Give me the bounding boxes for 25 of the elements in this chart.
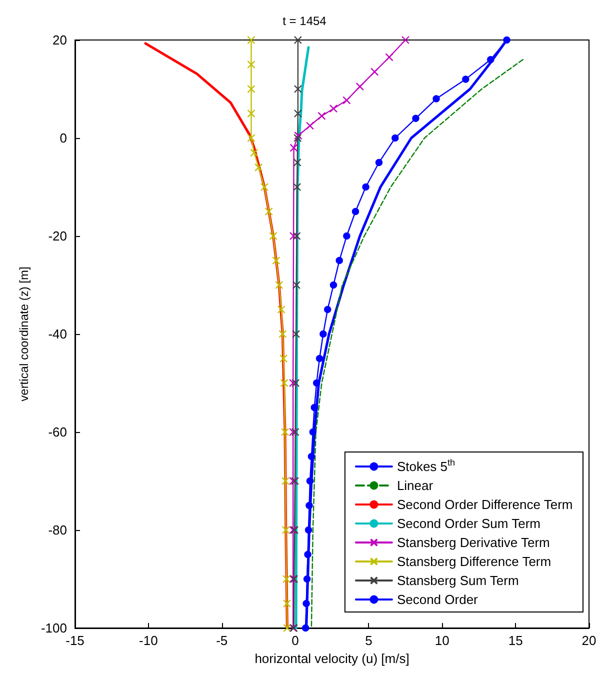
y-tick-label: -40	[48, 326, 67, 342]
y-axis-title: vertical coordinate (z) [m]	[17, 266, 32, 402]
x-tick-label: -10	[139, 633, 158, 648]
legend-label: Stansberg Difference Term	[396, 554, 552, 569]
legend-label: Second Order Difference Term	[396, 497, 573, 512]
x-axis-title: horizontal velocity (u) [m/s]	[254, 651, 410, 666]
y-tick-label: 0	[60, 130, 67, 146]
chart-title: t = 1454	[282, 14, 327, 28]
legend-label: Second Order Sum Term	[396, 516, 540, 531]
y-tick-label: -80	[48, 522, 67, 538]
x-tick-label: -15	[66, 633, 84, 648]
y-tick-label: -20	[48, 228, 67, 244]
y-tick-label: -60	[48, 424, 67, 440]
y-tick-label: 20	[52, 32, 67, 48]
x-tick-label: -5	[216, 633, 228, 648]
x-tick-label: 5	[365, 633, 372, 648]
legend-label: Second Order	[396, 592, 479, 607]
x-tick-label: 20	[582, 633, 596, 648]
x-tick-label: 10	[434, 633, 450, 648]
legend-label: Stansberg Sum Term	[396, 573, 519, 588]
y-tick-label: -100	[40, 620, 67, 636]
x-tick-label: 0	[292, 633, 299, 648]
legend-label: Linear	[396, 478, 434, 493]
legend-label: Stansberg Derivative Term	[396, 535, 550, 550]
x-tick-label: 15	[508, 633, 523, 648]
